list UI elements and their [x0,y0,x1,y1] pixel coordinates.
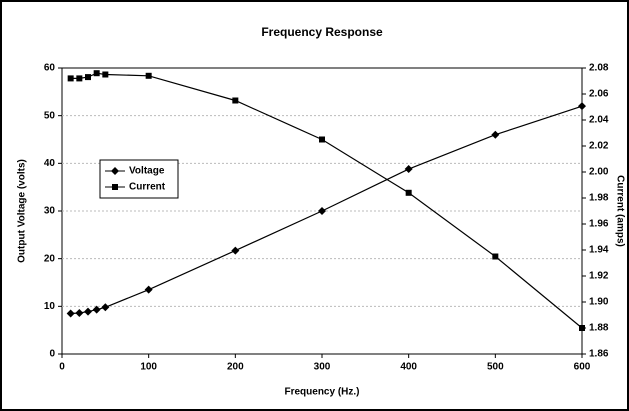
y-tick-label: 20 [44,253,56,264]
data-point [102,71,109,78]
data-point [85,74,91,81]
x-tick-label: 100 [140,362,157,373]
y2-tick-label: 1.94 [589,245,609,256]
data-point [232,97,239,104]
y2-axis-label: Current (amps) [614,175,625,247]
y2-tick-label: 2.06 [589,89,609,100]
x-tick-label: 500 [487,362,504,373]
x-tick-label: 0 [59,362,65,373]
legend-label: Voltage [129,166,165,177]
y2-tick-label: 2.08 [589,63,609,74]
x-axis-label: Frequency (Hz.) [284,387,359,398]
y-tick-label: 0 [49,349,55,360]
y-tick-label: 10 [44,301,56,312]
data-point [84,307,92,316]
y2-tick-label: 1.96 [589,219,609,230]
y-tick-label: 30 [44,206,56,217]
data-point [144,285,153,294]
data-point [318,207,326,215]
x-tick-label: 300 [314,362,331,373]
data-point [76,75,83,82]
data-point [579,325,585,331]
data-point [578,102,586,111]
y2-tick-label: 2.02 [589,141,609,152]
data-point [92,305,101,314]
legend-marker [112,184,118,190]
y-tick-label: 50 [44,110,56,121]
x-tick-label: 600 [574,362,591,373]
y2-tick-label: 1.86 [589,349,609,360]
x-tick-label: 200 [227,362,244,373]
y-tick-label: 60 [44,63,56,74]
data-point [145,72,152,79]
y2-tick-label: 2.04 [589,115,609,126]
legend-label: Current [129,182,166,193]
y2-tick-label: 1.98 [589,193,609,204]
data-point [101,303,110,312]
data-point [75,309,84,318]
data-point [67,75,74,82]
data-point [491,130,500,139]
data-point [231,246,240,255]
y2-tick-label: 1.90 [589,297,609,308]
data-point [319,136,325,143]
y2-tick-label: 2.00 [589,167,609,178]
data-point [404,165,413,174]
y2-tick-label: 1.88 [589,323,609,334]
y-axis-label: Output Voltage (volts) [17,159,28,263]
chart-title: Frequency Response [261,25,383,39]
data-point [492,253,499,260]
legend [99,159,179,199]
data-point [405,189,412,196]
y2-tick-label: 1.92 [589,271,609,282]
legend-marker [111,167,119,175]
data-point [66,309,75,318]
y-tick-label: 40 [44,158,56,169]
x-tick-label: 400 [400,362,417,373]
data-point [93,70,100,77]
